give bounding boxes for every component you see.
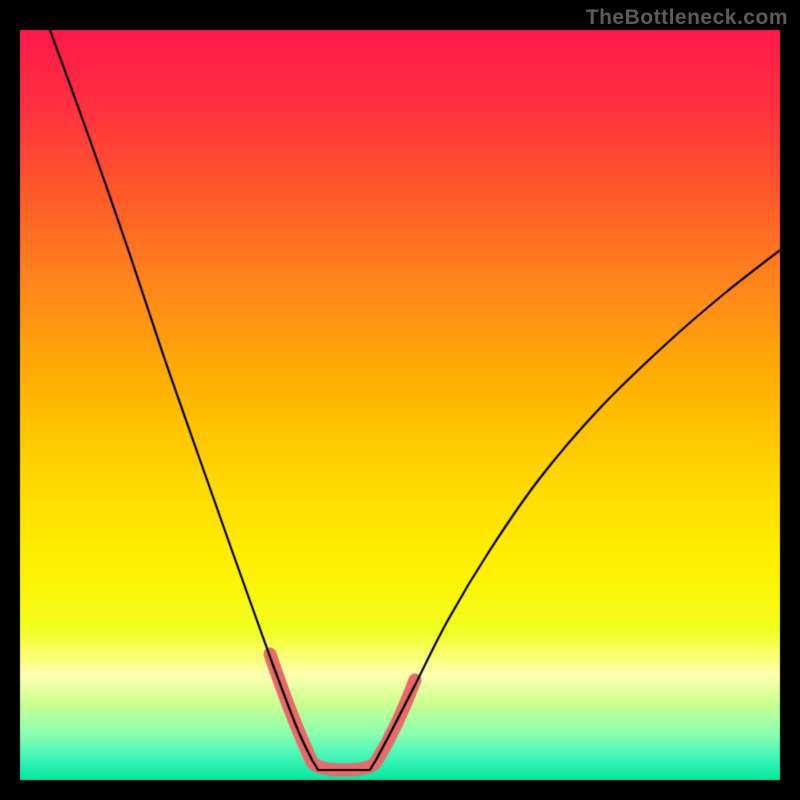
bottleneck-chart-canvas bbox=[0, 0, 800, 800]
chart-container: TheBottleneck.com bbox=[0, 0, 800, 800]
watermark-text: TheBottleneck.com bbox=[586, 6, 788, 30]
